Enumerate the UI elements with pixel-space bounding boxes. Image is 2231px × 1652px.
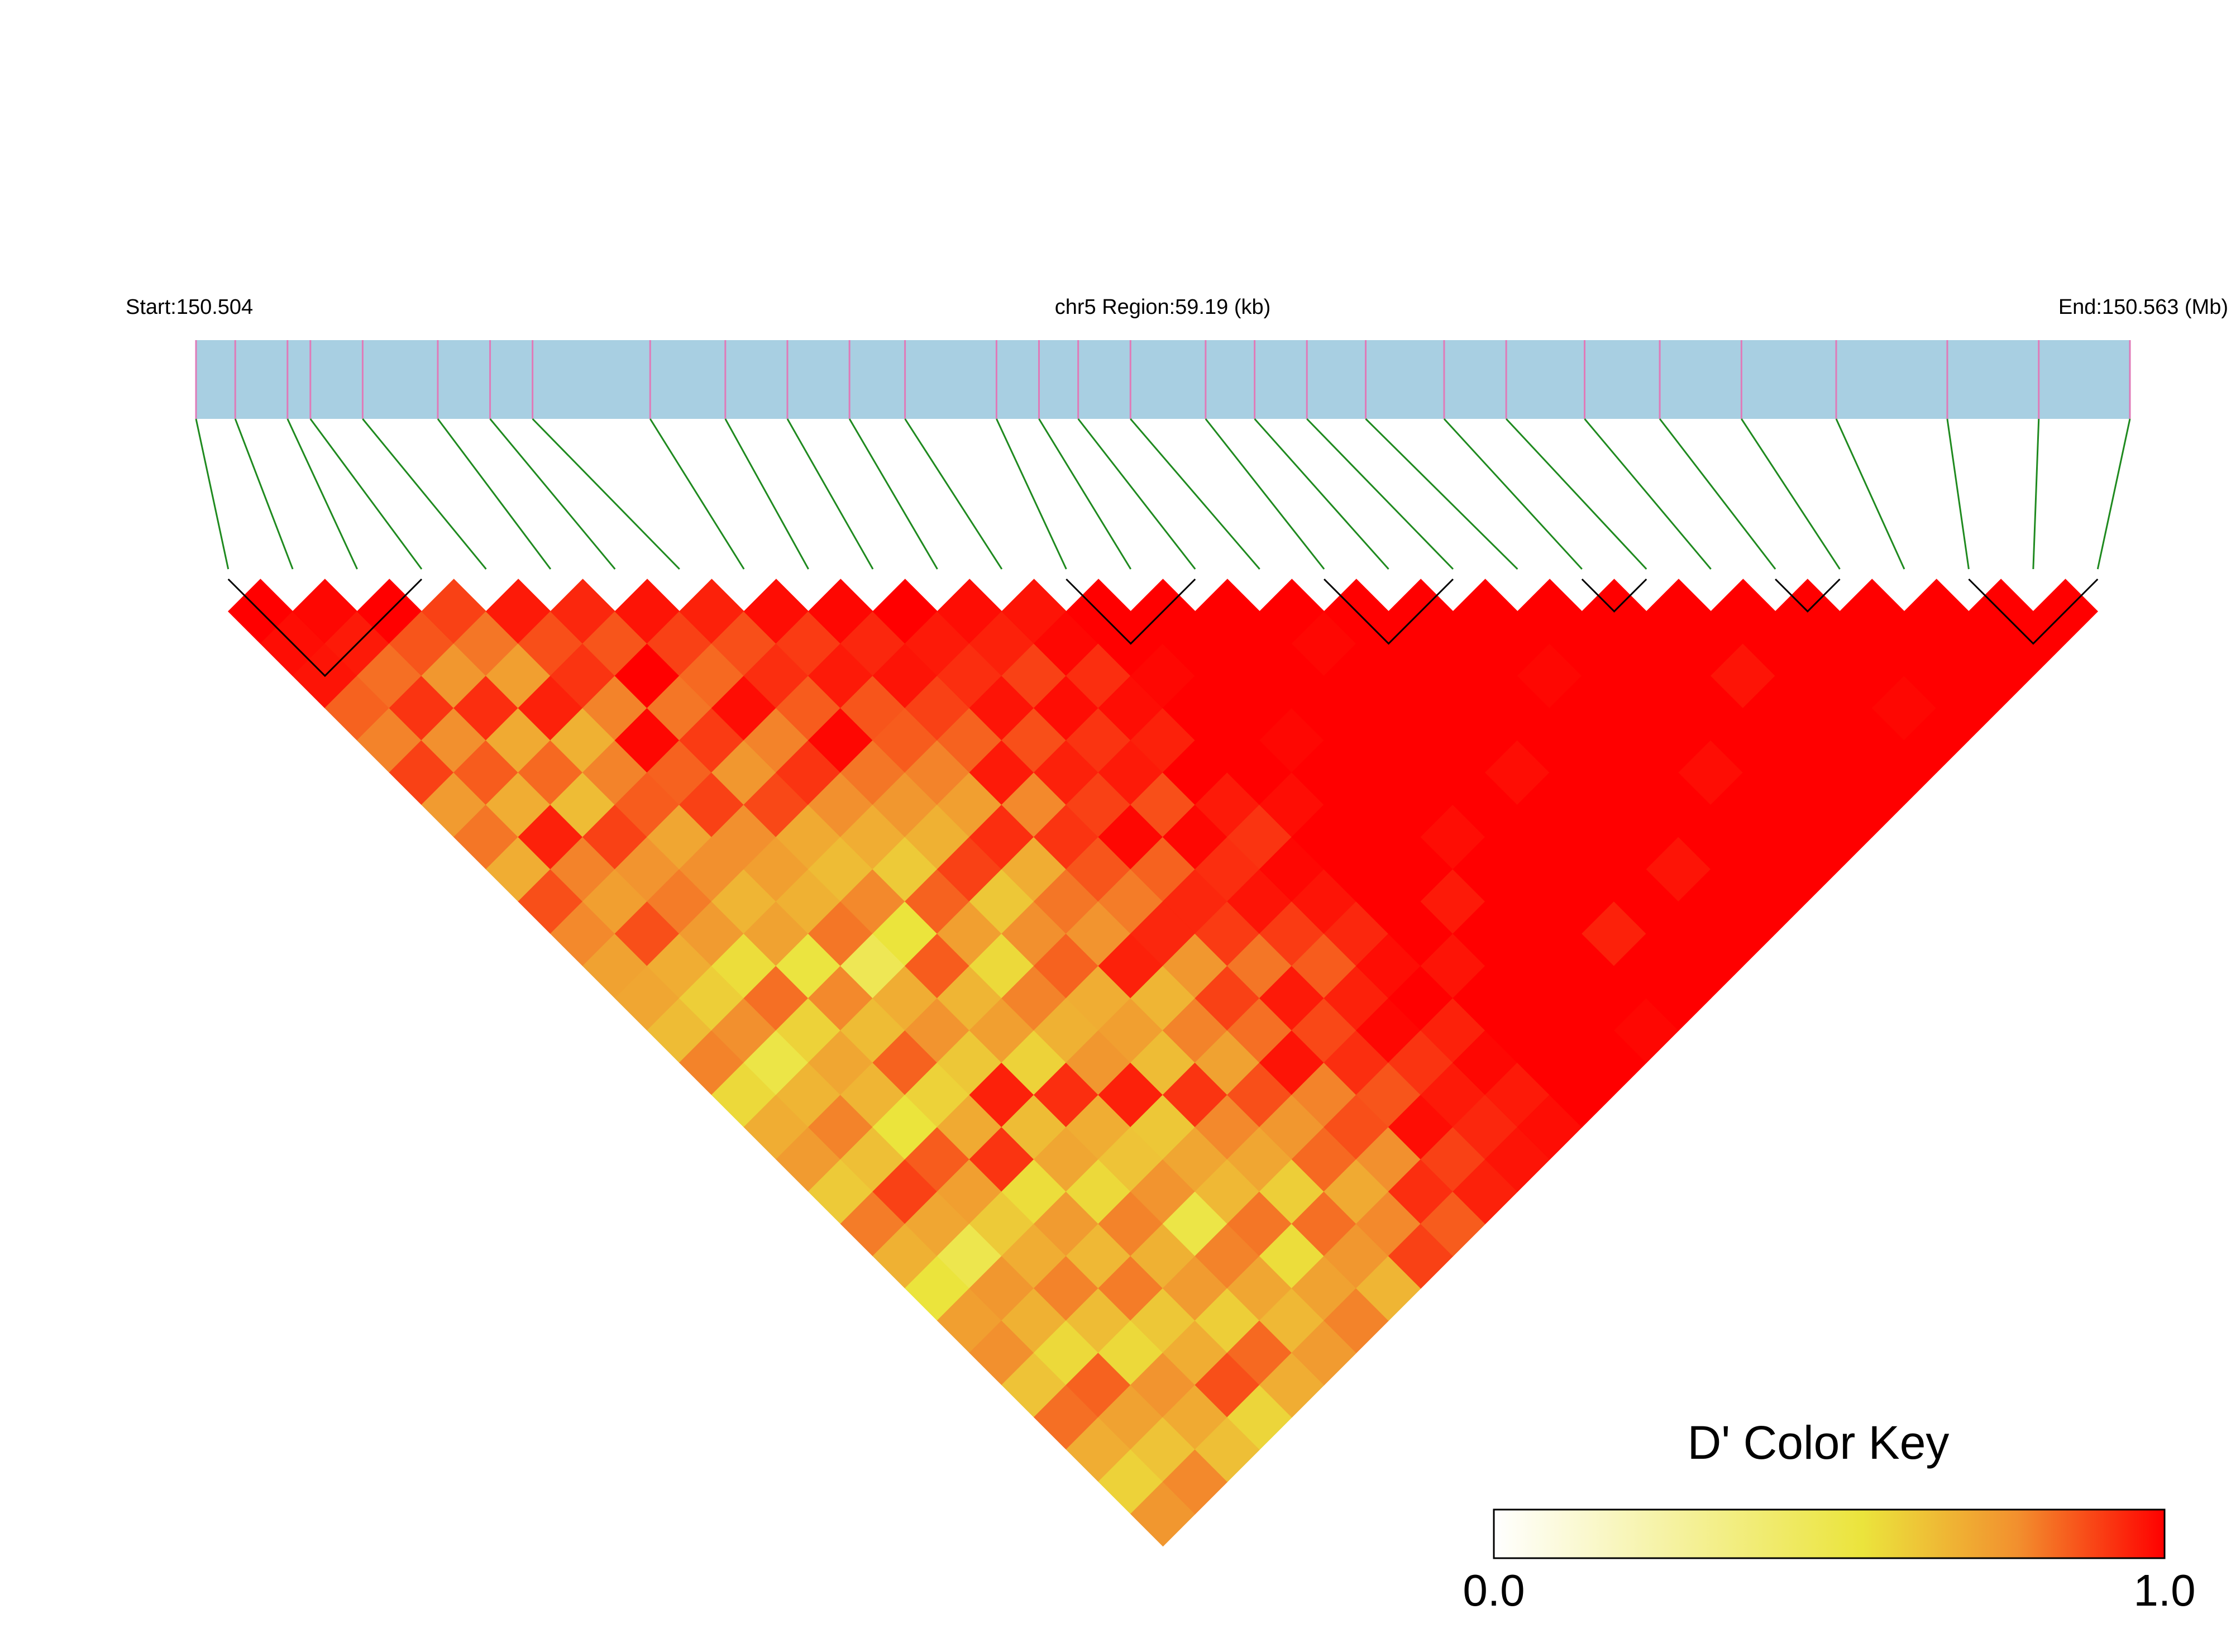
- snp-link: [1077, 418, 1196, 570]
- snp-link: [437, 418, 552, 570]
- snp-link: [532, 418, 680, 570]
- region-label: chr5 Region:59.19 (kb): [1055, 295, 1271, 319]
- snp-link: [1741, 418, 1841, 570]
- snp-link: [1306, 418, 1454, 570]
- snp-link: [1365, 418, 1518, 570]
- snp-link: [489, 418, 616, 570]
- region-bar: [196, 340, 2130, 419]
- snp-link: [1254, 418, 1389, 570]
- key-title: D' Color Key: [1688, 1416, 1950, 1469]
- snp-link: [1443, 418, 1583, 570]
- ld-block: [1775, 578, 1841, 613]
- start-label: Start:150.504: [126, 295, 253, 319]
- snp-link: [1835, 418, 1905, 570]
- snp-link: [1205, 418, 1325, 570]
- snp-link: [904, 418, 1003, 570]
- snp-link: [1946, 418, 1970, 570]
- snp-link: [362, 418, 487, 570]
- ld-block: [1324, 578, 1454, 645]
- snp-link: [1038, 418, 1132, 570]
- snp-link: [195, 418, 230, 570]
- ld-block: [1968, 578, 2099, 645]
- key-tick-label: 1.0: [2133, 1565, 2195, 1615]
- snp-link: [786, 418, 874, 570]
- snp-link: [996, 418, 1067, 570]
- ld-block: [227, 578, 423, 677]
- key-tick-label: 0.0: [1463, 1565, 1525, 1615]
- end-label: End:150.563 (Mb): [2058, 295, 2228, 319]
- snp-link: [1506, 418, 1647, 570]
- snp-link: [848, 418, 938, 570]
- ld-block: [1066, 578, 1196, 645]
- ld-block: [1581, 578, 1647, 613]
- snp-link: [2032, 418, 2040, 570]
- snp-link: [309, 418, 423, 570]
- snp-link: [286, 418, 358, 570]
- snp-link: [649, 418, 745, 570]
- snp-link: [2096, 418, 2131, 570]
- snp-link: [234, 418, 294, 570]
- snp-link: [724, 418, 809, 570]
- snp-link: [1584, 418, 1712, 570]
- snp-link: [1130, 418, 1260, 570]
- color-key: [1493, 1508, 2166, 1559]
- snp-link: [1659, 418, 1776, 570]
